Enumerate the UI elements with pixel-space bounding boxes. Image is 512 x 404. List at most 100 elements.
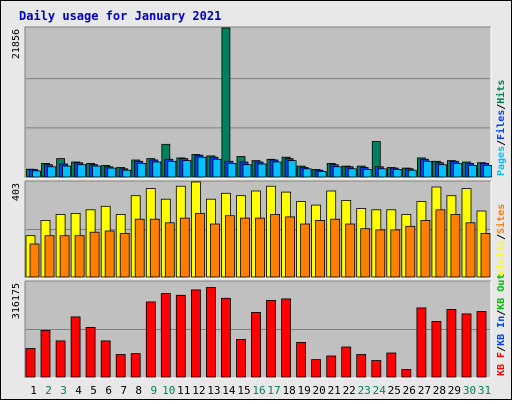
legend-sep4: / [496, 346, 507, 352]
x-label-day-9: 9 [150, 384, 157, 397]
x-label-day-12: 12 [192, 384, 205, 397]
bar-kb_f-day-7 [115, 354, 126, 378]
x-label-day-28: 28 [433, 384, 446, 397]
legend-sep5: / [496, 310, 507, 316]
x-label-day-27: 27 [418, 384, 431, 397]
legend-sep3: / [496, 234, 507, 240]
bar-sites-day-30 [465, 222, 476, 278]
bar-kb_f-day-17 [266, 299, 276, 378]
bar-pages-day-7 [122, 169, 132, 178]
legend-kb_in: KB In [496, 316, 507, 346]
x-label-day-8: 8 [135, 384, 142, 397]
middle-legend: Visits/Sites [495, 204, 507, 276]
bar-pages-day-6 [107, 167, 117, 178]
bar-sites-day-18 [285, 216, 296, 278]
bar-kb_f-day-20 [311, 359, 322, 378]
bar-pages-day-28 [437, 164, 447, 178]
x-label-day-19: 19 [297, 384, 310, 397]
bar-pages-day-3 [62, 165, 71, 178]
x-label-day-25: 25 [388, 384, 401, 397]
legend-pages: Pages [496, 146, 507, 176]
bar-pages-day-24 [377, 168, 387, 178]
middle-ytick-label: 403 [11, 183, 22, 201]
x-label-day-15: 15 [237, 384, 250, 397]
bar-kb_f-day-26 [401, 369, 412, 378]
bar-pages-day-11 [182, 160, 192, 178]
bar-pages-day-13 [212, 158, 222, 178]
x-label-day-2: 2 [45, 384, 52, 397]
bar-kb_f-day-16 [251, 311, 261, 378]
bar-pages-day-5 [92, 165, 101, 178]
bar-pages-day-10 [167, 160, 177, 178]
x-label-day-16: 16 [252, 384, 265, 397]
bar-pages-day-23 [362, 169, 372, 178]
x-label-day-3: 3 [60, 384, 67, 397]
bar-kb_f-day-28 [431, 320, 442, 378]
bar-kb_f-day-1 [25, 348, 36, 378]
x-label-day-5: 5 [90, 384, 97, 397]
x-label-day-20: 20 [312, 384, 325, 397]
bar-hits-day-14 [221, 27, 231, 178]
bar-kb_f-day-31 [476, 311, 487, 378]
bottom-legend: KB F/KB In/KB Out [496, 274, 507, 376]
bar-sites-day-23 [360, 228, 371, 278]
x-label-day-26: 26 [403, 384, 416, 397]
bar-kb_f-day-27 [416, 307, 427, 378]
bar-kb_f-day-23 [356, 354, 367, 378]
x-label-day-24: 24 [373, 384, 387, 397]
bar-kb_f-day-18 [281, 298, 292, 378]
top-ytick-label: 21856 [11, 29, 22, 59]
bar-kb_f-day-25 [386, 352, 397, 378]
bar-pages-day-19 [302, 168, 312, 178]
bar-sites-day-28 [435, 209, 446, 278]
x-label-day-30: 30 [463, 384, 476, 397]
bar-pages-day-2 [47, 166, 56, 178]
x-label-day-31: 31 [478, 384, 491, 397]
legend-hits: Hits [495, 80, 507, 104]
bar-kb_f-day-10 [160, 293, 171, 378]
x-label-day-17: 17 [267, 384, 280, 397]
x-label-day-1: 1 [30, 384, 37, 397]
legend-sep1: / [496, 140, 507, 146]
bar-sites-day-25 [390, 229, 401, 278]
bar-kb_f-day-29 [446, 308, 457, 378]
bar-sites-day-22 [345, 223, 356, 278]
x-label-day-4: 4 [75, 384, 82, 397]
x-label-day-22: 22 [343, 384, 356, 397]
bar-kb_f-day-13 [205, 287, 216, 378]
bar-sites-day-5 [89, 231, 100, 278]
bar-pages-day-1 [32, 170, 41, 178]
bar-sites-day-12 [194, 212, 205, 278]
x-label-day-14: 14 [222, 384, 236, 397]
bar-pages-day-16 [257, 163, 267, 178]
bar-sites-day-20 [315, 219, 326, 278]
bar-sites-day-21 [330, 218, 341, 278]
bar-sites-day-11 [179, 217, 190, 278]
bar-kb_f-day-11 [175, 294, 186, 378]
bar-sites-day-17 [270, 214, 280, 278]
bar-sites-day-26 [405, 225, 416, 278]
bar-pages-day-8 [137, 162, 147, 178]
bar-sites-day-14 [224, 215, 235, 278]
legend-kb_f: KB F [496, 352, 507, 376]
bar-kb_f-day-21 [326, 355, 337, 378]
bar-sites-day-15 [240, 217, 250, 278]
bar-sites-day-29 [450, 214, 461, 278]
x-label-day-21: 21 [328, 384, 341, 397]
bar-pages-day-18 [287, 160, 297, 178]
bar-kb_f-day-12 [190, 289, 201, 378]
bar-pages-day-15 [242, 164, 252, 178]
bar-pages-day-26 [407, 169, 417, 178]
bar-sites-day-19 [300, 223, 311, 278]
bar-sites-day-27 [420, 219, 431, 278]
x-axis-labels: 1 2 3 4 5 6 7 8 9 10 11 12 13 14 15 16 17 18 19 20 21 22 23 24 2… [30, 384, 491, 397]
bar-pages-day-17 [272, 161, 282, 178]
legend-kb_out: KB Out [496, 274, 507, 310]
x-label-day-11: 11 [177, 384, 190, 397]
legend-files: Files [495, 110, 507, 140]
legend-visits: Visits [495, 240, 507, 276]
bar-sites-day-2 [44, 235, 55, 278]
bar-sites-day-1 [29, 243, 40, 278]
bar-kb_f-day-5 [85, 326, 96, 378]
